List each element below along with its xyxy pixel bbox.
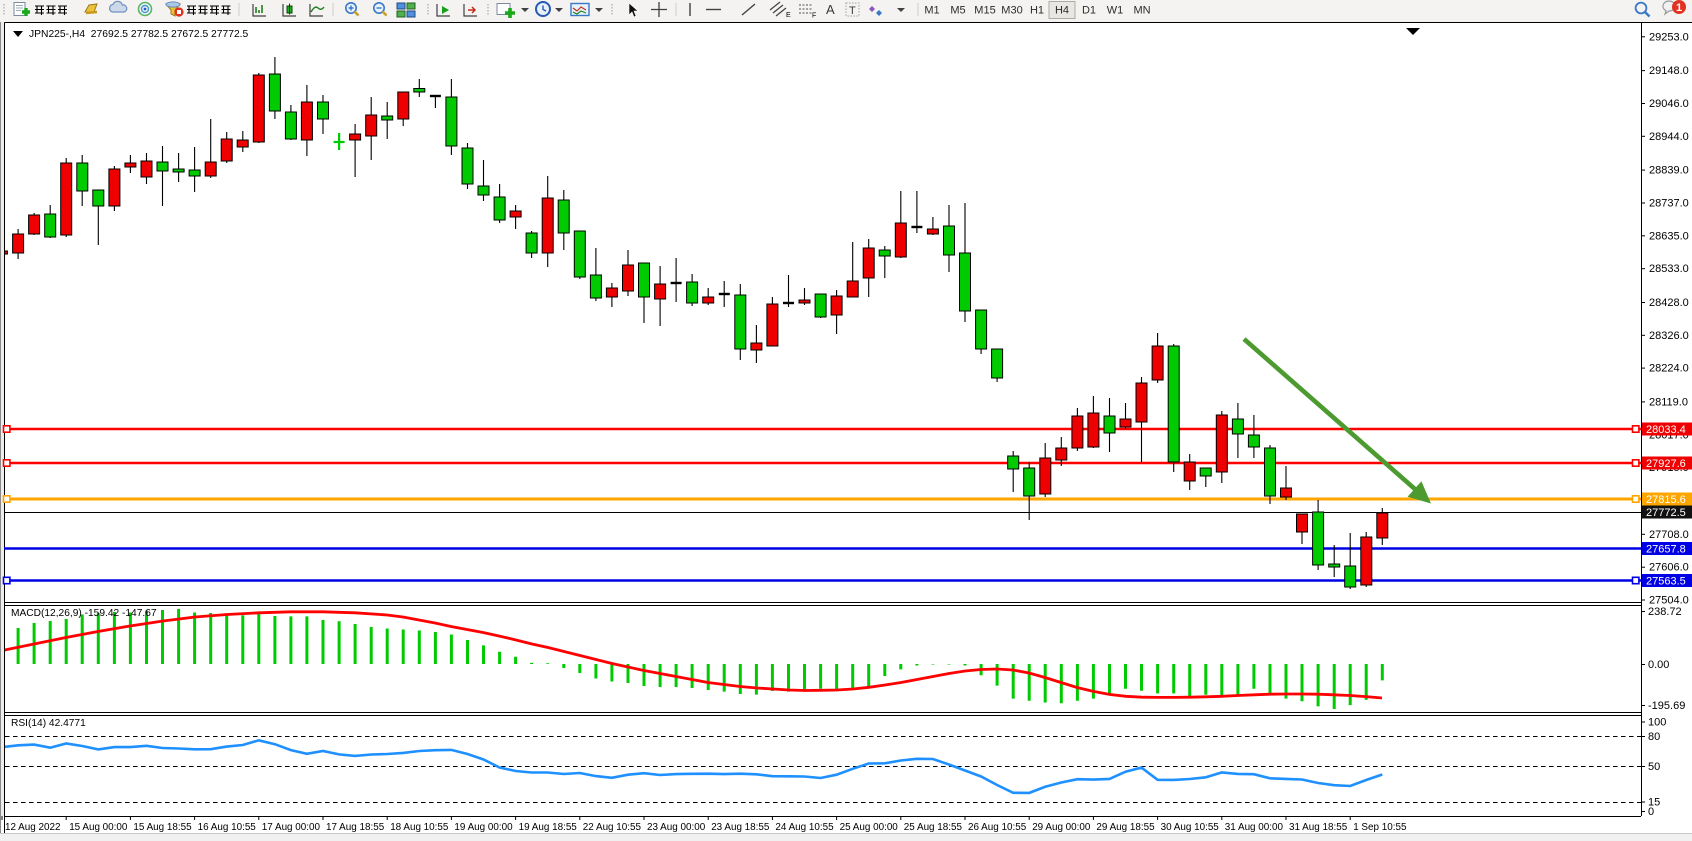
svg-text:RSI(14) 42.4771: RSI(14) 42.4771	[11, 718, 86, 729]
svg-text:25 Aug 00:00: 25 Aug 00:00	[840, 822, 899, 833]
svg-text:29 Aug 18:55: 29 Aug 18:55	[1096, 822, 1155, 833]
svg-text:23 Aug 18:55: 23 Aug 18:55	[711, 822, 770, 833]
svg-text:19 Aug 00:00: 19 Aug 00:00	[454, 822, 513, 833]
svg-text:28119.0: 28119.0	[1649, 396, 1688, 408]
svg-text:28737.0: 28737.0	[1649, 198, 1689, 210]
svg-text:80: 80	[1648, 731, 1660, 743]
svg-text:JPN225-,H4 27692.5 27782.5 27: JPN225-,H4 27692.5 27782.5 27672.5 27772…	[29, 29, 249, 40]
svg-text:29148.0: 29148.0	[1649, 65, 1689, 77]
svg-text:50: 50	[1648, 761, 1660, 773]
svg-text:29253.0: 29253.0	[1649, 31, 1689, 43]
svg-text:M5: M5	[950, 5, 965, 17]
svg-text:A: A	[826, 2, 835, 17]
svg-text:MACD(12,26,9) -159.42 -147.67: MACD(12,26,9) -159.42 -147.67	[11, 608, 157, 619]
svg-text:27815.6: 27815.6	[1646, 494, 1686, 506]
svg-text:M1: M1	[924, 5, 939, 17]
svg-text:15 Aug 00:00: 15 Aug 00:00	[69, 822, 128, 833]
svg-text:F: F	[812, 13, 816, 20]
svg-text:H4: H4	[1055, 5, 1069, 17]
svg-text:16 Aug 10:55: 16 Aug 10:55	[198, 822, 257, 833]
svg-text:17 Aug 00:00: 17 Aug 00:00	[262, 822, 321, 833]
svg-text:17 Aug 18:55: 17 Aug 18:55	[326, 822, 385, 833]
svg-text:H1: H1	[1030, 5, 1044, 17]
svg-text:1: 1	[1676, 2, 1682, 14]
svg-text:18 Aug 10:55: 18 Aug 10:55	[390, 822, 449, 833]
svg-text:27606.0: 27606.0	[1649, 562, 1689, 574]
svg-text:-195.69: -195.69	[1648, 700, 1685, 712]
svg-text:28839.0: 28839.0	[1649, 165, 1689, 177]
svg-text:M15: M15	[974, 5, 995, 17]
svg-text:27657.8: 27657.8	[1646, 544, 1686, 556]
svg-text:23 Aug 00:00: 23 Aug 00:00	[647, 822, 706, 833]
svg-text:D1: D1	[1082, 5, 1096, 17]
svg-text:28033.4: 28033.4	[1646, 424, 1686, 436]
svg-text:28326.0: 28326.0	[1649, 330, 1689, 342]
svg-text:25 Aug 18:55: 25 Aug 18:55	[904, 822, 963, 833]
svg-text:28428.0: 28428.0	[1649, 297, 1689, 309]
svg-text:28533.0: 28533.0	[1649, 263, 1689, 275]
svg-text:28944.0: 28944.0	[1649, 131, 1689, 143]
svg-text:T: T	[849, 5, 856, 17]
svg-text:0: 0	[1648, 806, 1654, 818]
svg-text:W1: W1	[1107, 5, 1124, 17]
svg-text:19 Aug 18:55: 19 Aug 18:55	[519, 822, 578, 833]
svg-text:28635.0: 28635.0	[1649, 230, 1689, 242]
svg-text:MN: MN	[1133, 5, 1150, 17]
svg-text:M30: M30	[1001, 5, 1022, 17]
svg-text:E: E	[786, 12, 791, 19]
svg-text:27772.5: 27772.5	[1646, 507, 1686, 519]
svg-text:28224.0: 28224.0	[1649, 363, 1689, 375]
svg-text:15 Aug 18:55: 15 Aug 18:55	[133, 822, 192, 833]
svg-text:29046.0: 29046.0	[1649, 98, 1689, 110]
svg-text:29 Aug 00:00: 29 Aug 00:00	[1032, 822, 1091, 833]
svg-text:0.00: 0.00	[1648, 659, 1669, 671]
svg-text:100: 100	[1648, 717, 1666, 729]
svg-text:27563.5: 27563.5	[1646, 576, 1686, 588]
svg-text:1 Sep 10:55: 1 Sep 10:55	[1353, 822, 1407, 833]
svg-text:27708.0: 27708.0	[1649, 529, 1689, 541]
svg-text:22 Aug 10:55: 22 Aug 10:55	[583, 822, 642, 833]
svg-text:27927.6: 27927.6	[1646, 458, 1686, 470]
svg-text:26 Aug 10:55: 26 Aug 10:55	[968, 822, 1027, 833]
svg-text:238.72: 238.72	[1648, 606, 1682, 618]
svg-text:31 Aug 00:00: 31 Aug 00:00	[1225, 822, 1284, 833]
svg-text:12 Aug 2022: 12 Aug 2022	[5, 822, 60, 833]
svg-text:31 Aug 18:55: 31 Aug 18:55	[1289, 822, 1348, 833]
svg-text:30 Aug 10:55: 30 Aug 10:55	[1161, 822, 1220, 833]
svg-text:15: 15	[1648, 797, 1660, 809]
svg-text:27504.0: 27504.0	[1649, 595, 1689, 607]
svg-text:24 Aug 10:55: 24 Aug 10:55	[775, 822, 834, 833]
